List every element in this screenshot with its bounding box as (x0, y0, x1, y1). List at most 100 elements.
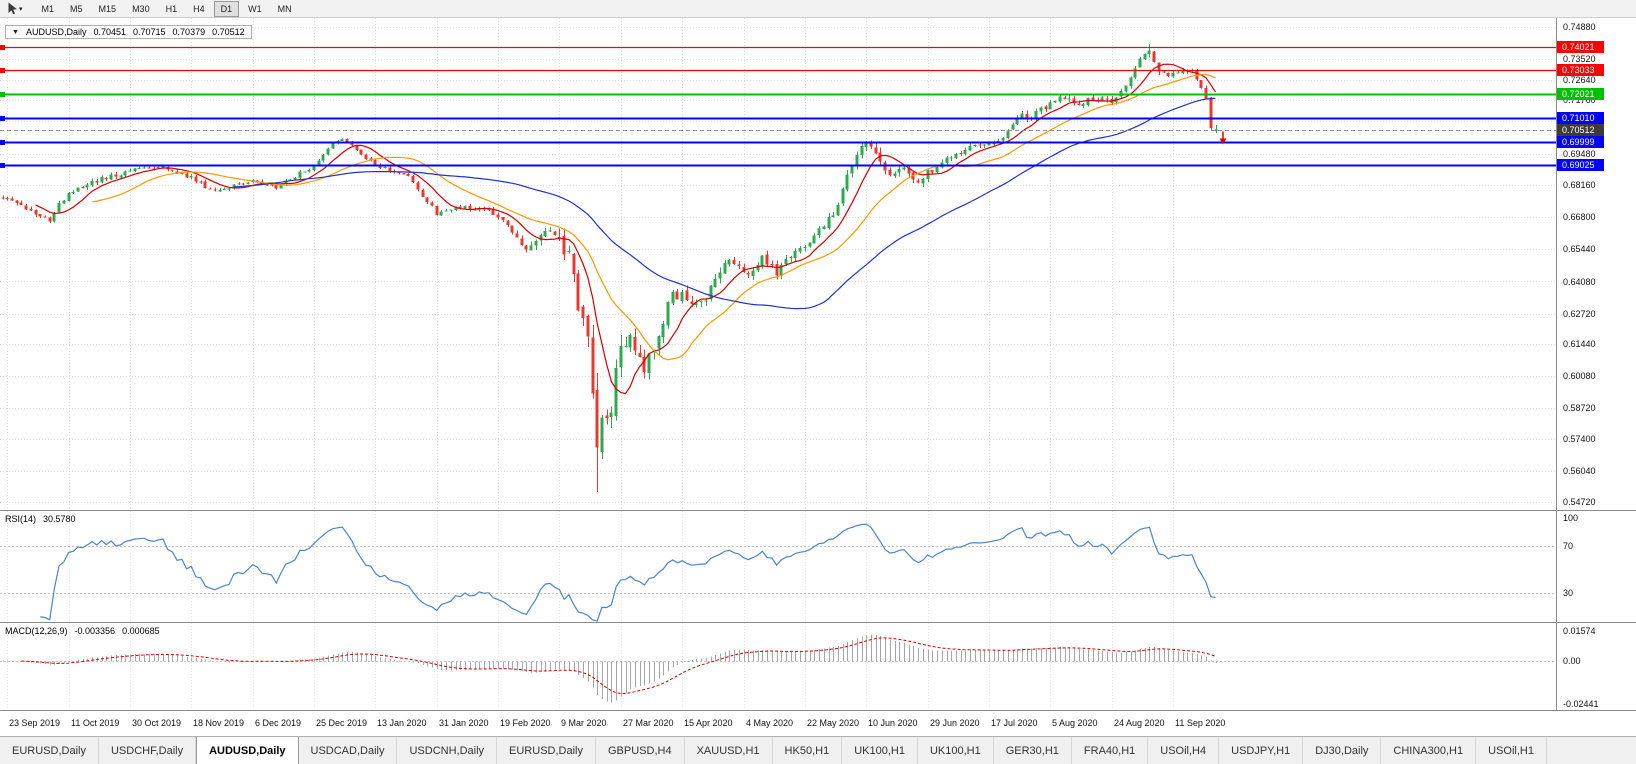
rsi-axis-tick: 100 (1563, 513, 1579, 523)
macd-indicator-label: MACD(12,26,9) -0.003356 0.000685 (5, 626, 160, 636)
macd-axis[interactable]: 0.01574 0.00 -0.02441 (1556, 623, 1636, 710)
macd-indicator-pane: MACD(12,26,9) -0.003356 0.000685 0.01574… (0, 622, 1636, 710)
timeframe-button-m1[interactable]: M1 (41, 3, 55, 14)
cursor-icon (8, 2, 17, 15)
timeframe-toolbar: ▾ M1 M5 M15 M30 H1 H4 D1 W1 MN (0, 0, 1636, 18)
date-axis-label: 10 Jun 2020 (868, 718, 918, 728)
rsi-current-value: 30.5780 (43, 514, 76, 524)
ohlc-high-value: 0.70715 (133, 27, 166, 37)
chart-tab-uk100-h1[interactable]: UK100,H1 (842, 737, 918, 764)
ohlc-low-value: 0.70379 (172, 27, 206, 37)
date-axis-label: 15 Apr 2020 (684, 718, 733, 728)
chart-tab-hk50-h1[interactable]: HK50,H1 (773, 737, 843, 764)
price-axis-tick: 0.58720 (1563, 402, 1596, 413)
chart-tab-usoil-h4[interactable]: USOil,H4 (1148, 737, 1220, 764)
chart-tab-usdcad-daily[interactable]: USDCAD,Daily (299, 737, 398, 764)
price-level-tag: 0.71010 (1557, 112, 1604, 124)
rsi-plot-area[interactable]: RSI(14) 30.5780 (0, 511, 1556, 622)
chart-ohlc-readout: ▼ AUDUSD,Daily 0.70451 0.70715 0.70379 0… (5, 25, 252, 39)
date-axis-label: 13 Jan 2020 (377, 718, 427, 728)
chart-tab-dj30-daily[interactable]: DJ30,Daily (1303, 737, 1382, 764)
date-axis-label: 31 Jan 2020 (439, 718, 489, 728)
price-axis-tick: 0.73520 (1563, 53, 1596, 64)
date-axis-label: 22 May 2020 (807, 718, 860, 728)
macd-signal-value: 0.000685 (122, 626, 160, 636)
rsi-axis[interactable]: 100 70 30 (1556, 511, 1636, 622)
price-axis-tick: 0.66800 (1563, 212, 1596, 223)
date-axis-label: 30 Oct 2019 (132, 718, 182, 728)
chart-tab-audusd-daily[interactable]: AUDUSD,Daily (196, 737, 299, 764)
date-axis-label: 23 Sep 2019 (9, 718, 61, 728)
rsi-axis-tick: 70 (1563, 541, 1574, 552)
price-axis-tick: 0.68160 (1563, 180, 1596, 191)
price-axis-tick: 0.72640 (1563, 74, 1596, 85)
timeframe-button-mn[interactable]: MN (277, 3, 292, 14)
timeframe-button-m5[interactable]: M5 (70, 3, 83, 14)
chart-tab-xauusd-h1[interactable]: XAUUSD,H1 (685, 737, 773, 764)
price-axis-tick: 0.74880 (1563, 21, 1596, 32)
date-axis-label: 4 May 2020 (746, 718, 794, 728)
price-axis-tick: 0.61440 (1563, 338, 1596, 349)
price-level-tag: 0.74021 (1557, 41, 1604, 53)
cursor-tool-button[interactable]: ▾ (4, 2, 26, 15)
macd-axis-tick: -0.02441 (1563, 699, 1599, 709)
price-axis-tick: 0.57400 (1563, 434, 1596, 444)
timeframe-button-m30[interactable]: M30 (132, 3, 150, 14)
chart-tab-fra40-h1[interactable]: FRA40,H1 (1072, 737, 1149, 764)
date-axis-label: 25 Dec 2019 (316, 718, 368, 728)
chart-tab-usdjpy-h1[interactable]: USDJPY,H1 (1219, 737, 1304, 764)
price-axis-tick: 0.56040 (1563, 466, 1596, 477)
chart-tab-usdcnh-daily[interactable]: USDCNH,Daily (397, 737, 498, 764)
timeframe-button-h4[interactable]: H4 (193, 3, 205, 14)
rsi-indicator-label: RSI(14) 30.5780 (5, 514, 76, 524)
timeframe-button-h1[interactable]: H1 (165, 3, 178, 14)
time-axis[interactable]: 23 Sep 2019 11 Oct 2019 30 Oct 2019 18 Nov … (0, 710, 1636, 736)
price-axis-tick: 0.65440 (1563, 244, 1596, 255)
rsi-indicator-pane: RSI(14) 30.5780 100 70 30 (0, 510, 1636, 622)
rsi-line-chart (0, 511, 1556, 622)
collapse-chart-icon[interactable]: ▼ (12, 28, 19, 36)
chart-tab-uk100-h1[interactable]: UK100,H1 (918, 737, 994, 764)
chart-tab-bar: EURUSD,Daily USDCHF,Daily AUDUSD,Daily USDC… (0, 736, 1636, 764)
date-axis-label: 24 Aug 2020 (1114, 718, 1165, 728)
chart-tab-eurusd-daily[interactable]: EURUSD,Daily (0, 737, 99, 764)
chart-tab-china300-h1[interactable]: CHINA300,H1 (1381, 737, 1477, 764)
price-level-tag: 0.69999 (1557, 135, 1604, 148)
price-level-tag: 0.72021 (1557, 88, 1604, 101)
chart-tab-ger30-h1[interactable]: GER30,H1 (994, 737, 1072, 764)
candlestick-chart (0, 18, 1556, 510)
chart-tab-usdchf-daily[interactable]: USDCHF,Daily (99, 737, 197, 764)
macd-histogram-chart (0, 623, 1556, 710)
ohlc-open-value: 0.70451 (93, 27, 126, 37)
timeframe-button-d1[interactable]: D1 (213, 0, 240, 17)
macd-axis-tick: 0.01574 (1563, 626, 1596, 637)
price-axis-tick: 0.62720 (1563, 308, 1596, 319)
chart-tab-usoil-h1[interactable]: USOil,H1 (1476, 737, 1547, 764)
macd-plot-area[interactable]: MACD(12,26,9) -0.003356 0.000685 (0, 623, 1556, 710)
price-axis-tick: 0.60080 (1563, 370, 1596, 381)
macd-axis-tick: 0.00 (1563, 655, 1581, 666)
price-axis[interactable]: 0.748800.735200.726400.717600.708800.694… (1556, 18, 1636, 510)
date-axis-label: 18 Nov 2019 (193, 718, 245, 728)
price-level-tag: 0.73033 (1557, 64, 1604, 77)
price-axis-tick: 0.71760 (1563, 95, 1596, 106)
price-level-tag: 0.69025 (1557, 158, 1604, 171)
date-axis-label: 9 Mar 2020 (561, 718, 607, 728)
price-axis-tick: 0.64080 (1563, 276, 1596, 287)
date-axis-label: 11 Oct 2019 (71, 718, 120, 728)
chart-tab-eurusd-daily[interactable]: EURUSD,Daily (497, 737, 596, 764)
timeframe-button-w1[interactable]: W1 (248, 3, 262, 14)
rsi-name: RSI(14) (5, 514, 37, 524)
current-price-tag: 0.70512 (1557, 123, 1604, 136)
dropdown-caret-icon: ▾ (19, 5, 23, 13)
price-chart-plot-area[interactable]: ▼ AUDUSD,Daily 0.70451 0.70715 0.70379 0… (0, 18, 1556, 510)
chart-symbol-label: AUDUSD,Daily (25, 27, 87, 37)
date-axis-label: 11 Sep 2020 (1175, 718, 1226, 728)
timeframe-buttons-group: M1 M5 M15 M30 H1 H4 D1 W1 MN (34, 0, 300, 17)
date-axis-label: 29 Jun 2020 (930, 718, 980, 728)
date-axis-label: 6 Dec 2019 (255, 718, 302, 728)
chart-tab-gbpusd-h4[interactable]: GBPUSD,H4 (596, 737, 685, 764)
timeframe-button-m15[interactable]: M15 (98, 3, 117, 14)
rsi-axis-tick: 30 (1563, 588, 1574, 599)
date-axis-label: 17 Jul 2020 (991, 718, 1038, 728)
